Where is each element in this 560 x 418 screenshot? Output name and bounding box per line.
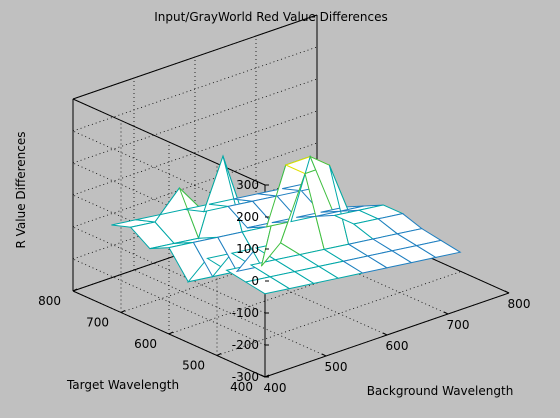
z-tick-label: 100 — [236, 242, 259, 256]
y-tick-mark — [72, 288, 78, 292]
z-tick-label: 300 — [236, 178, 259, 192]
y-tick-mark — [168, 331, 174, 335]
x-tick-mark — [443, 311, 449, 315]
z-axis-label: R Value Differences — [14, 131, 28, 248]
surface-mesh — [111, 154, 462, 295]
z-tick-label: 0 — [251, 274, 259, 288]
x-tick-mark — [504, 290, 510, 294]
x-tick-label: 400 — [264, 381, 287, 395]
z-tick-label: 200 — [236, 210, 259, 224]
y-tick-mark — [120, 310, 126, 313]
y-tick-label: 500 — [182, 359, 205, 373]
x-tick-label: 800 — [508, 297, 531, 311]
x-tick-label: 600 — [386, 339, 409, 353]
box-edge — [72, 98, 266, 186]
y-tick-label: 800 — [38, 294, 61, 308]
y-tick-mark — [216, 353, 222, 356]
box-edge — [72, 14, 318, 100]
surface-cell — [415, 239, 462, 258]
y-tick-label: 600 — [134, 337, 157, 351]
y-tick-label: 400 — [230, 380, 253, 394]
x-tick-label: 700 — [447, 318, 470, 332]
z-tick-label: -200 — [232, 338, 259, 352]
x-tick-label: 500 — [325, 360, 348, 374]
chart-title: Input/GrayWorld Red Value Differences — [154, 10, 388, 24]
tick-labels: 400 500 600 700 800 400 500 600 700 800 -300 -200 -1… — [38, 178, 530, 395]
y-tick-label: 700 — [86, 316, 109, 330]
x-axis-label: Background Wavelength — [367, 384, 514, 398]
z-tick-label: -100 — [232, 306, 259, 320]
x-tick-mark — [321, 353, 327, 357]
z-tick-label: -300 — [232, 370, 259, 384]
x-tick-mark — [260, 374, 266, 378]
x-tick-mark — [382, 332, 388, 336]
y-axis-label: Target Wavelength — [66, 378, 179, 392]
